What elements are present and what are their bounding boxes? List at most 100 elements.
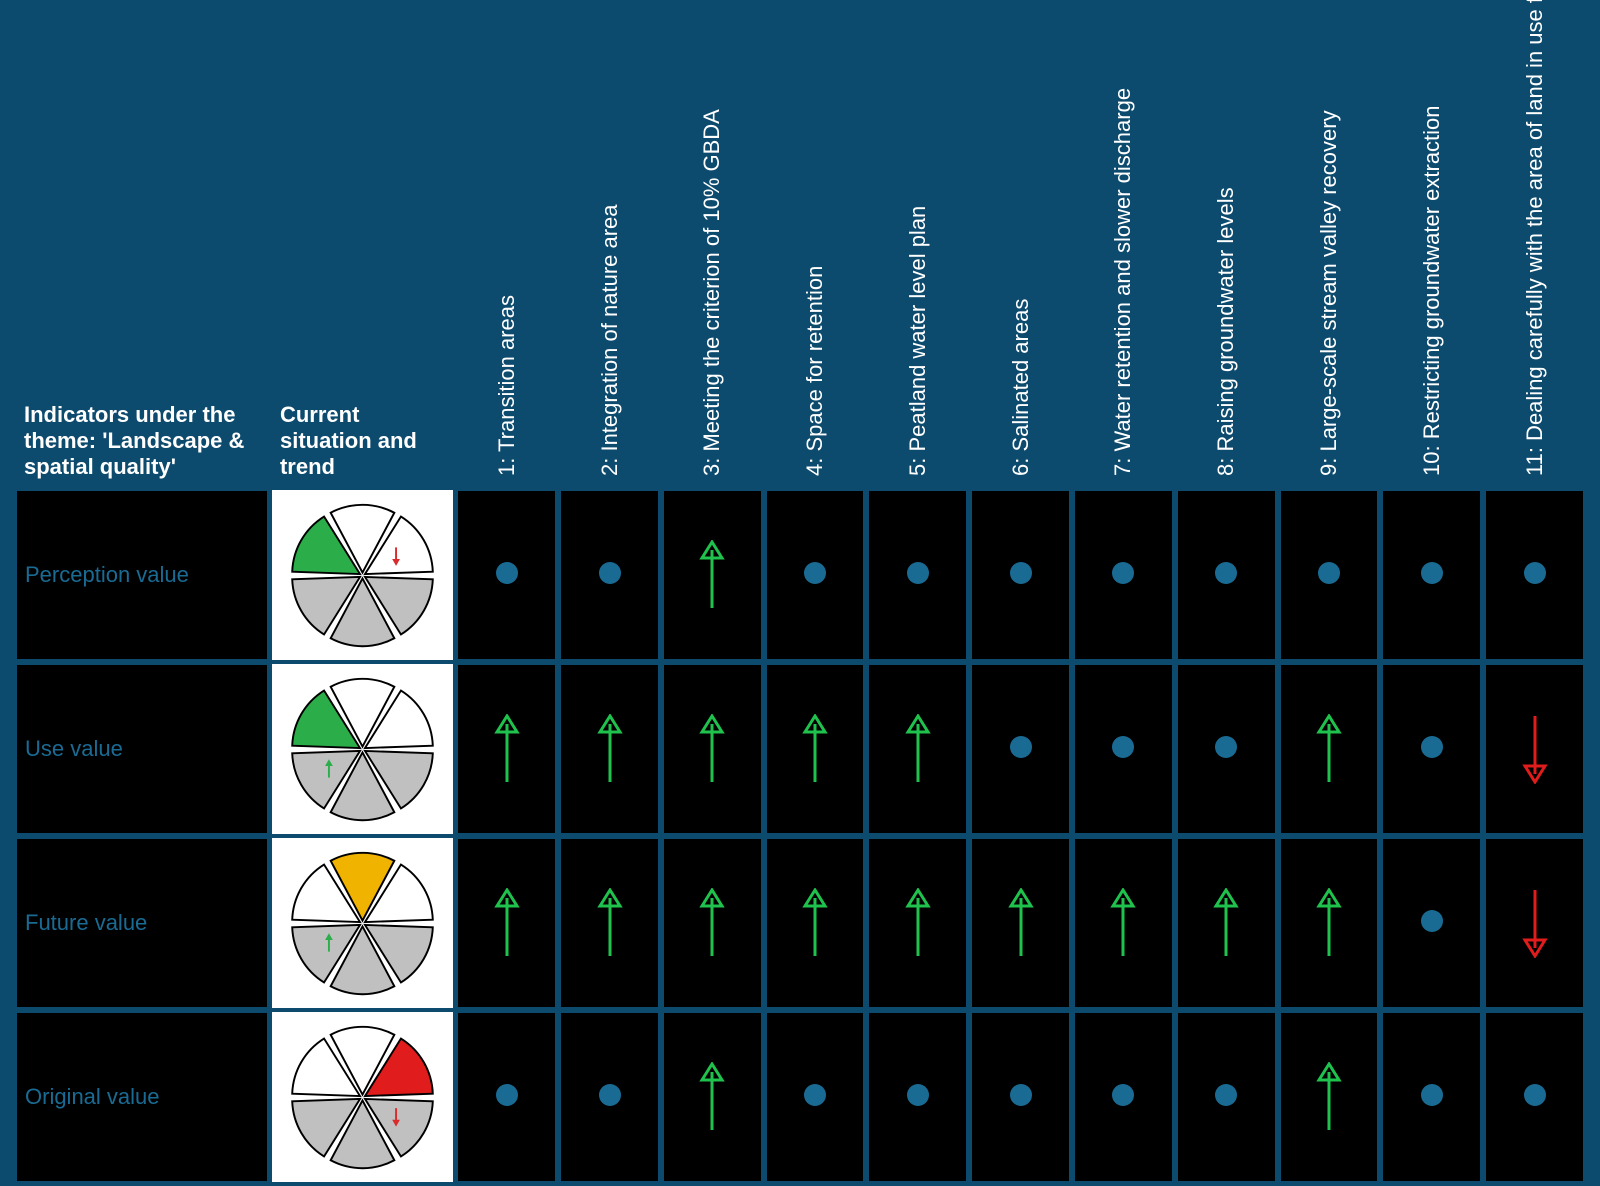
- data-cell: [1485, 1012, 1584, 1182]
- neutral-dot-icon: [907, 562, 929, 584]
- data-cell: [560, 838, 659, 1008]
- column-header-9: 9: Large-scale stream valley recovery: [1280, 16, 1379, 486]
- up-arrow-icon: [903, 714, 933, 784]
- up-arrow-icon: [492, 888, 522, 958]
- situation-pie-icon: [285, 672, 440, 827]
- neutral-dot-icon: [1421, 1084, 1443, 1106]
- down-arrow-icon: [1520, 888, 1550, 958]
- up-arrow-icon: [595, 888, 625, 958]
- corner-header: Indicators under the theme: 'Landscape &…: [16, 16, 268, 486]
- up-arrow-icon: [697, 714, 727, 784]
- situation-header: Current situation and trend: [272, 16, 453, 486]
- column-header-2: 2: Integration of nature area: [560, 16, 659, 486]
- down-arrow-icon: [1520, 714, 1550, 784]
- neutral-dot-icon: [907, 1084, 929, 1106]
- column-header-7: 7: Water retention and slower discharge: [1074, 16, 1173, 486]
- neutral-dot-icon: [1215, 562, 1237, 584]
- data-cell: [560, 490, 659, 660]
- data-cell: [560, 1012, 659, 1182]
- situation-pie-icon: [285, 498, 440, 653]
- column-header-11: 11: Dealing carefully with the area of l…: [1485, 16, 1584, 486]
- data-cell: [1280, 490, 1379, 660]
- table-row: Original value: [16, 1012, 1584, 1182]
- up-arrow-icon: [697, 1062, 727, 1132]
- neutral-dot-icon: [599, 1084, 621, 1106]
- column-header-6: 6: Salinated areas: [971, 16, 1070, 486]
- neutral-dot-icon: [804, 562, 826, 584]
- data-cell: [1074, 1012, 1173, 1182]
- up-arrow-icon: [1211, 888, 1241, 958]
- data-cell: [1280, 838, 1379, 1008]
- data-cell: [1074, 664, 1173, 834]
- data-cell: [663, 664, 762, 834]
- situation-cell: [272, 838, 453, 1008]
- data-cell: [663, 1012, 762, 1182]
- data-cell: [1280, 1012, 1379, 1182]
- neutral-dot-icon: [1010, 1084, 1032, 1106]
- column-header-label: 2: Integration of nature area: [597, 204, 623, 476]
- data-cell: [868, 490, 967, 660]
- column-header-label: 1: Transition areas: [494, 295, 520, 476]
- matrix-wrapper: Indicators under the theme: 'Landscape &…: [0, 0, 1600, 1169]
- row-label: Future value: [16, 838, 268, 1008]
- data-cell: [971, 664, 1070, 834]
- data-cell: [1382, 490, 1481, 660]
- matrix-body: Perception valueUse valueFuture valueOri…: [16, 490, 1584, 1182]
- up-arrow-icon: [800, 888, 830, 958]
- column-header-5: 5: Peatland water level plan: [868, 16, 967, 486]
- column-header-3: 3: Meeting the criterion of 10% GBDA: [663, 16, 762, 486]
- neutral-dot-icon: [1010, 736, 1032, 758]
- data-cell: [1382, 1012, 1481, 1182]
- neutral-dot-icon: [1112, 1084, 1134, 1106]
- up-arrow-icon: [595, 714, 625, 784]
- corner-header-text: Indicators under the theme: 'Landscape &…: [24, 402, 244, 479]
- up-arrow-icon: [492, 714, 522, 784]
- data-cell: [1074, 490, 1173, 660]
- neutral-dot-icon: [1421, 736, 1443, 758]
- column-header-label: 11: Dealing carefully with the area of l…: [1522, 0, 1548, 476]
- neutral-dot-icon: [1318, 562, 1340, 584]
- up-arrow-icon: [697, 540, 727, 610]
- neutral-dot-icon: [496, 562, 518, 584]
- data-cell: [766, 1012, 865, 1182]
- situation-pie-icon: [285, 1020, 440, 1175]
- data-cell: [1382, 838, 1481, 1008]
- column-header-label: 10: Restricting groundwater extraction: [1419, 105, 1445, 476]
- neutral-dot-icon: [1215, 1084, 1237, 1106]
- row-label: Perception value: [16, 490, 268, 660]
- data-cell: [457, 838, 556, 1008]
- data-cell: [971, 490, 1070, 660]
- data-cell: [1382, 664, 1481, 834]
- neutral-dot-icon: [1524, 1084, 1546, 1106]
- neutral-dot-icon: [804, 1084, 826, 1106]
- indicator-matrix: Indicators under the theme: 'Landscape &…: [12, 12, 1588, 1186]
- neutral-dot-icon: [1421, 910, 1443, 932]
- data-cell: [1280, 664, 1379, 834]
- up-arrow-icon: [1314, 1062, 1344, 1132]
- table-row: Future value: [16, 838, 1584, 1008]
- data-cell: [1074, 838, 1173, 1008]
- column-header-label: 9: Large-scale stream valley recovery: [1316, 110, 1342, 476]
- data-cell: [766, 490, 865, 660]
- neutral-dot-icon: [1112, 736, 1134, 758]
- column-header-label: 7: Water retention and slower discharge: [1110, 88, 1136, 476]
- data-cell: [457, 664, 556, 834]
- column-header-label: 4: Space for retention: [802, 266, 828, 476]
- column-header-label: 6: Salinated areas: [1008, 299, 1034, 476]
- table-row: Use value: [16, 664, 1584, 834]
- column-header-label: 5: Peatland water level plan: [905, 206, 931, 476]
- up-arrow-icon: [1314, 714, 1344, 784]
- situation-cell: [272, 664, 453, 834]
- data-cell: [1177, 490, 1276, 660]
- data-cell: [1177, 664, 1276, 834]
- data-cell: [1485, 664, 1584, 834]
- row-label: Use value: [16, 664, 268, 834]
- neutral-dot-icon: [1421, 562, 1443, 584]
- situation-cell: [272, 490, 453, 660]
- neutral-dot-icon: [1215, 736, 1237, 758]
- column-header-8: 8: Raising groundwater levels: [1177, 16, 1276, 486]
- neutral-dot-icon: [1524, 562, 1546, 584]
- up-arrow-icon: [1108, 888, 1138, 958]
- data-cell: [971, 1012, 1070, 1182]
- column-header-label: 3: Meeting the criterion of 10% GBDA: [699, 109, 725, 476]
